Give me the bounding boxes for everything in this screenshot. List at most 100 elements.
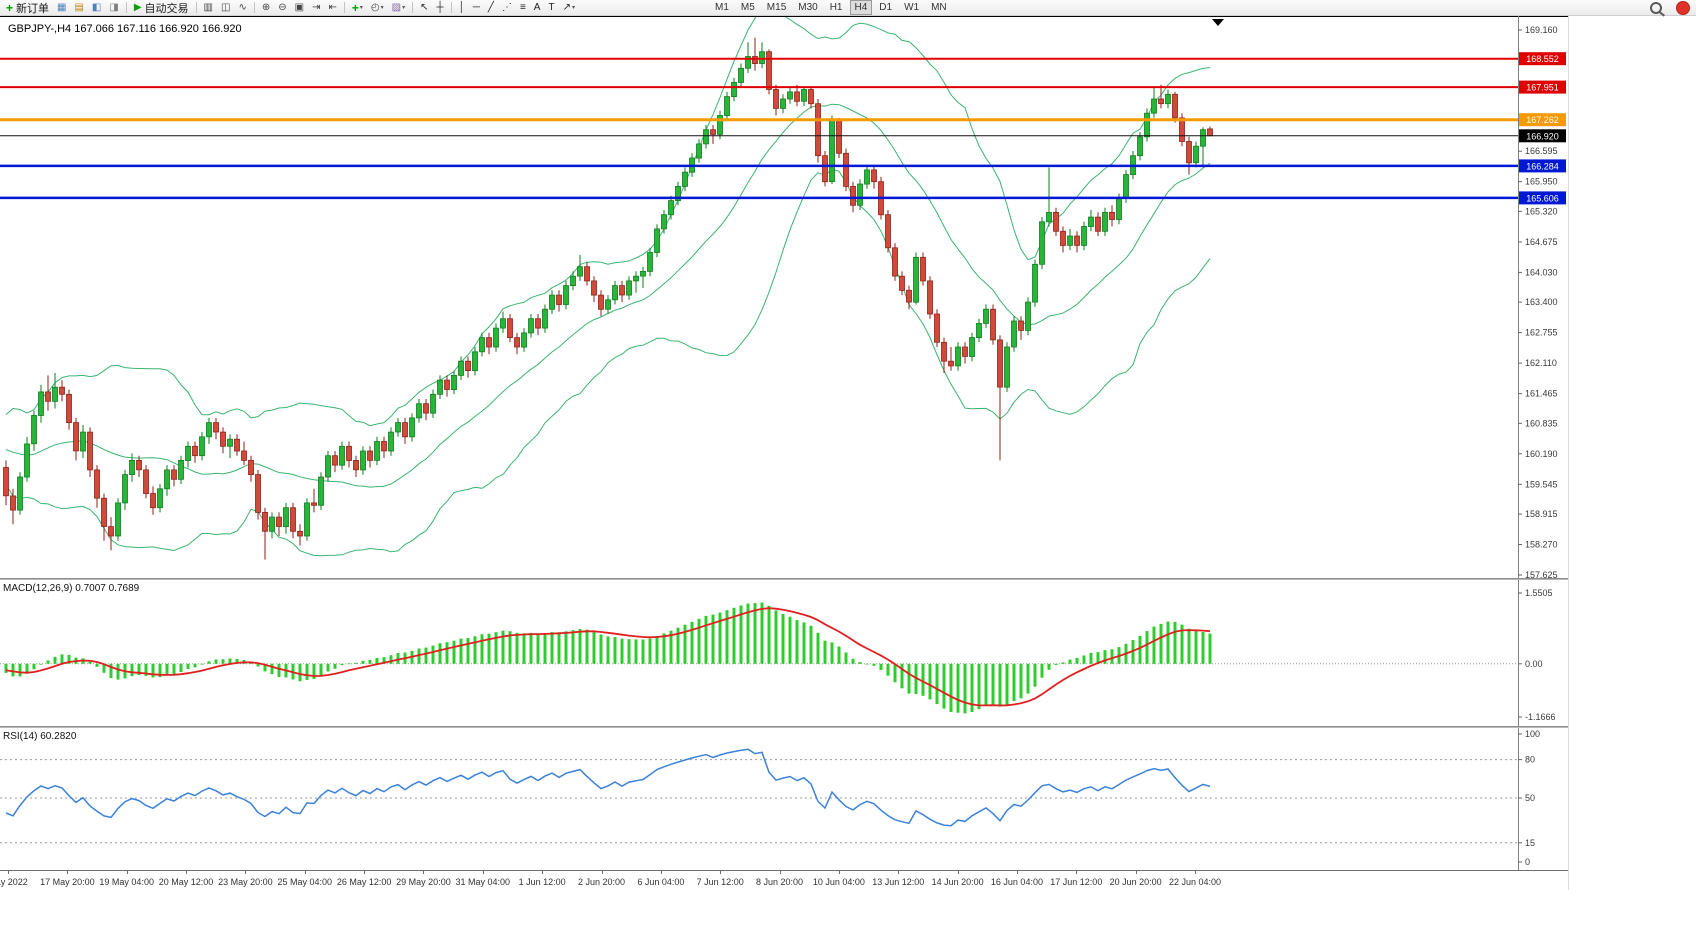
rsi-panel[interactable]: 100 80 50 15 0 bbox=[0, 728, 1568, 875]
new-order-glyph: + bbox=[6, 0, 14, 15]
svg-text:166.284: 166.284 bbox=[1526, 161, 1559, 171]
toolbar-right bbox=[1650, 0, 1694, 15]
time-label: 25 May 04:00 bbox=[277, 877, 333, 887]
macd-value-1: 0.7007 bbox=[75, 583, 106, 594]
timeframe-d1[interactable]: D1 bbox=[879, 2, 893, 13]
vline-icon-glyph: │ bbox=[458, 1, 465, 13]
time-tick bbox=[660, 871, 662, 874]
timeframe-w1[interactable]: W1 bbox=[904, 2, 920, 13]
time-label: 17 Jun 12:00 bbox=[1050, 877, 1103, 887]
horizontal-levels[interactable] bbox=[0, 57, 1518, 200]
time-tick bbox=[1195, 871, 1196, 874]
dropdown-caret-icon: ▾ bbox=[571, 5, 575, 11]
data-window-icon[interactable]: ◨ bbox=[106, 0, 121, 16]
svg-text:169.160: 169.160 bbox=[1525, 25, 1558, 35]
time-label: 20 May 12:00 bbox=[158, 877, 214, 887]
toolbar-separator bbox=[195, 2, 197, 13]
new-order-button[interactable]: + 新订单 bbox=[3, 0, 52, 16]
new-chart-icon[interactable]: ▦ bbox=[54, 0, 69, 16]
time-axis[interactable]: May 2022 17 May 20:00 19 May 04:00 20 May 1… bbox=[0, 870, 1568, 891]
svg-text:162.110: 162.110 bbox=[1525, 358, 1557, 368]
hline-icon[interactable]: ─ bbox=[470, 0, 483, 16]
timeframe-mn[interactable]: MN bbox=[931, 2, 947, 13]
crosshair-icon[interactable]: ┼ bbox=[433, 0, 446, 16]
svg-text:80: 80 bbox=[1525, 755, 1535, 765]
time-tick bbox=[601, 871, 603, 874]
timeframe-m30[interactable]: M30 bbox=[798, 2, 818, 13]
tile-windows-icon[interactable]: ▣ bbox=[292, 0, 307, 16]
macd-axis[interactable]: 1.5505 0.00 -1.1666 bbox=[1518, 580, 1556, 726]
macd-splitter[interactable] bbox=[0, 578, 1568, 580]
arrows-icon[interactable]: ↗ ▾ bbox=[560, 0, 578, 16]
auto-scroll-icon-glyph: ⇥ bbox=[312, 1, 321, 13]
periods-icon[interactable]: ◴ ▾ bbox=[368, 0, 387, 16]
cursor-icon-glyph: ↖ bbox=[420, 1, 429, 13]
candles-chart-icon[interactable]: ◫ bbox=[218, 0, 233, 16]
label-icon[interactable]: T bbox=[545, 0, 557, 16]
time-tick bbox=[838, 871, 840, 874]
chart-shift-icon[interactable]: ⇤ bbox=[325, 0, 339, 16]
rsi-value: 60.2820 bbox=[40, 731, 77, 742]
market-watch-icon[interactable]: ◧ bbox=[89, 0, 104, 16]
toolbar-separator bbox=[412, 2, 414, 13]
zoom-in-icon[interactable]: ⊕ bbox=[259, 0, 273, 16]
timeframe-h4[interactable]: H4 bbox=[849, 0, 873, 15]
zoom-out-icon[interactable]: ⊖ bbox=[275, 0, 289, 16]
zoom-out-icon-glyph: ⊖ bbox=[278, 1, 287, 13]
templates-icon[interactable]: ▨ ▾ bbox=[389, 0, 408, 16]
svg-text:168.552: 168.552 bbox=[1526, 54, 1559, 64]
trendline-icon-glyph: ╱ bbox=[487, 1, 494, 13]
bars-chart-icon[interactable]: ▥ bbox=[201, 0, 216, 16]
svg-text:160.835: 160.835 bbox=[1525, 418, 1558, 428]
macd-panel[interactable]: 1.5505 0.00 -1.1666 bbox=[0, 580, 1568, 731]
search-icon[interactable] bbox=[1650, 1, 1662, 14]
indicators-icon[interactable]: + ▾ bbox=[349, 0, 366, 16]
fibonacci-icon[interactable]: ≡ bbox=[517, 0, 529, 16]
rsi-label: RSI(14) 60.2820 bbox=[3, 731, 76, 742]
time-label: 22 Jun 04:00 bbox=[1168, 877, 1222, 887]
timeframe-m15[interactable]: M15 bbox=[766, 2, 787, 13]
chart-shift-marker[interactable] bbox=[1212, 19, 1224, 26]
chart-shift-icon-glyph: ⇤ bbox=[328, 1, 337, 13]
rsi-splitter[interactable] bbox=[0, 726, 1568, 728]
toolbar-buttons: + 新订单 ▦ ▤ ◧ ◨ ▶ 自动交易 ▥ ◫ ∿ ⊕ ⊖ ▣ ⇥ ⇤ + ▾ ◴ ▾ ▨ ▾ ↖ ┼ │ ─ ╱ ⋰ ≡ A T ↗ ▾ bbox=[2, 0, 579, 16]
time-tick bbox=[482, 871, 484, 874]
autotrading-button[interactable]: ▶ 自动交易 bbox=[131, 0, 192, 16]
time-tick bbox=[245, 871, 247, 874]
main-chart-canvas: 169.160168.530167.885167.240166.595165.9… bbox=[0, 6, 1568, 580]
svg-text:-1.1666: -1.1666 bbox=[1525, 712, 1556, 722]
price-axis[interactable]: 169.160168.530167.885167.240166.595165.9… bbox=[1518, 16, 1558, 580]
time-tick bbox=[957, 871, 959, 874]
bollinger-bands bbox=[5, 6, 1211, 557]
svg-text:167.262: 167.262 bbox=[1526, 115, 1559, 125]
vline-icon[interactable]: │ bbox=[456, 0, 468, 16]
timeframe-h1[interactable]: H1 bbox=[829, 2, 843, 13]
time-tick bbox=[1135, 871, 1137, 874]
channel-icon[interactable]: ⋰ bbox=[499, 0, 515, 16]
timeframe-m5[interactable]: M5 bbox=[740, 2, 755, 13]
price-badges: 168.552 167.951 167.262 166.920 166.284 165.6… bbox=[1519, 52, 1566, 205]
profiles-icon[interactable]: ▤ bbox=[71, 0, 86, 16]
text-icon[interactable]: A bbox=[531, 0, 544, 16]
timeframe-m1[interactable]: M1 bbox=[714, 2, 729, 13]
new-order-button-label: 新订单 bbox=[16, 2, 50, 15]
main-chart-panel[interactable]: 169.160168.530167.885167.240166.595165.9… bbox=[0, 6, 1568, 583]
time-tick bbox=[1016, 871, 1018, 874]
line-chart-icon[interactable]: ∿ bbox=[235, 0, 249, 16]
trendline-icon[interactable]: ╱ bbox=[485, 0, 497, 16]
macd-label: MACD(12,26,9) 0.7007 0.7689 bbox=[3, 583, 139, 594]
templates-icon-glyph: ▨ bbox=[391, 1, 402, 13]
data-window-icon-glyph: ◨ bbox=[109, 1, 119, 13]
bars-chart-icon-glyph: ▥ bbox=[203, 1, 213, 13]
svg-text:158.270: 158.270 bbox=[1525, 540, 1558, 550]
time-label: 26 May 12:00 bbox=[336, 877, 392, 887]
chart-window-edge bbox=[1568, 16, 1569, 890]
rsi-axis[interactable]: 100 80 50 15 0 bbox=[1518, 728, 1540, 870]
notification-icon[interactable] bbox=[1676, 0, 1690, 15]
autotrading-button-label: 自动交易 bbox=[144, 2, 189, 15]
fibonacci-icon-glyph: ≡ bbox=[519, 1, 526, 13]
auto-scroll-icon[interactable]: ⇥ bbox=[309, 0, 323, 16]
cursor-icon[interactable]: ↖ bbox=[417, 0, 431, 16]
profiles-icon-glyph: ▤ bbox=[74, 1, 84, 13]
time-label: 14 Jun 20:00 bbox=[931, 877, 984, 887]
